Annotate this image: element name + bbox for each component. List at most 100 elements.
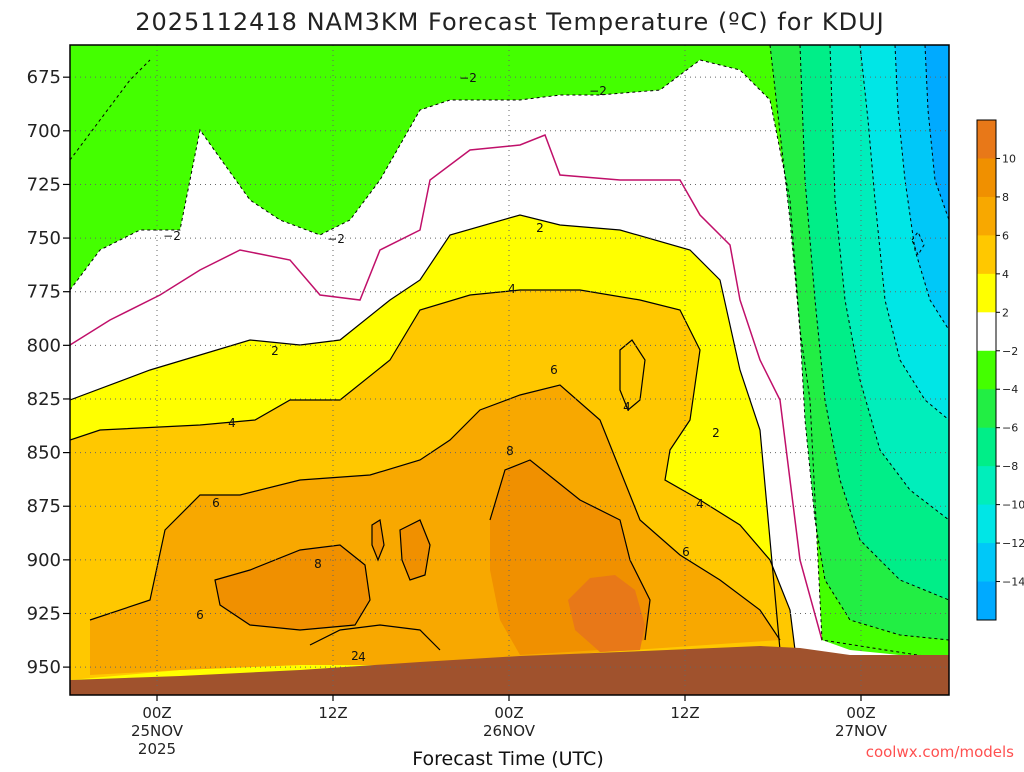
- contour-lines: [70, 214, 796, 651]
- contour-minus-8: [829, 45, 949, 521]
- y-tick-label: 750: [27, 228, 61, 249]
- colorbar-label: −8: [1002, 460, 1018, 473]
- contour-label: 6: [550, 363, 558, 377]
- x-tick-label: 00Z: [846, 704, 875, 722]
- colorbar-swatch: [977, 196, 996, 236]
- colorbar-label: −10: [1002, 499, 1024, 512]
- x-tick-label: 12Z: [318, 704, 347, 722]
- contour-label: 2: [271, 344, 279, 358]
- colorbar-swatch: [977, 543, 996, 583]
- colorbar-label: −14: [1002, 576, 1024, 589]
- x-tick-label: 00Z: [494, 704, 523, 722]
- y-tick-label: 825: [27, 389, 61, 410]
- colorbar-label: −2: [1002, 345, 1018, 358]
- contour-plus-4: [70, 289, 796, 651]
- contour-minus-14: [924, 45, 949, 221]
- colorbar-swatch: [977, 350, 996, 390]
- y-tick-label: 775: [27, 282, 61, 303]
- region-above-8-c: [400, 520, 430, 580]
- contour-plus-8-d: [371, 519, 385, 562]
- contour-minus-4: [769, 45, 949, 641]
- contour-label: 6: [196, 608, 204, 622]
- colorbar-frame: [976, 119, 997, 621]
- contour-label: −2: [163, 229, 181, 243]
- x-tick-date: 27NOV: [835, 722, 888, 740]
- region-near-zero-left: [70, 110, 800, 400]
- colorbar-label: 2: [1002, 306, 1009, 319]
- contour-label: 4: [508, 282, 516, 296]
- contour-plus-8-b: [489, 459, 651, 641]
- contour-label: 4: [696, 497, 704, 511]
- colorbar-swatch: [977, 235, 996, 275]
- contour-minus-12: [894, 45, 949, 331]
- x-axis-label: Forecast Time (UTC): [412, 748, 603, 768]
- y-tick-label: 725: [27, 174, 61, 195]
- colorbar-label: 10: [1002, 152, 1016, 165]
- region-above-8-a: [215, 545, 370, 630]
- contour-label: 4: [228, 416, 236, 430]
- contour-label: 4: [358, 650, 366, 664]
- x-tick-date: 25NOV: [131, 722, 184, 740]
- chart-title: 2025112418 NAM3KM Forecast Temperature (…: [135, 8, 885, 36]
- contour-minus-6: [799, 45, 949, 601]
- colorbar-swatch: [977, 466, 996, 506]
- contour-plus-6: [89, 384, 781, 641]
- y-tick-label: 850: [27, 443, 61, 464]
- contour-zero: [70, 134, 823, 641]
- contour-label: 2: [712, 426, 720, 440]
- contour-label: 2: [536, 221, 544, 235]
- y-tick-label: 925: [27, 603, 61, 624]
- colorbar-label: 8: [1002, 191, 1009, 204]
- x-tick-label: 12Z: [670, 704, 699, 722]
- y-tick-label: 700: [27, 121, 61, 142]
- grid: [70, 45, 949, 695]
- region-below-minus-14: [925, 45, 949, 220]
- colorbar: 10 8 6 4 2 −2 −4 −6 −8 −10 −12 −14: [976, 119, 1024, 621]
- region-above-9: [568, 575, 645, 652]
- y-axis: 675 700 725 750 775 800 825 850 875 900 925 950: [27, 67, 70, 678]
- y-tick-label: 900: [27, 550, 61, 571]
- colorbar-label: 4: [1002, 268, 1009, 281]
- contour-minus-2-a: [70, 59, 949, 661]
- contour-plus-4-pocket: [619, 339, 646, 411]
- contour-minus-4-upper: [70, 59, 151, 161]
- contour-plus-8-a: [214, 544, 371, 631]
- y-tick-label: 875: [27, 496, 61, 517]
- colorbar-swatch: [977, 581, 996, 621]
- x-tick-date: 26NOV: [483, 722, 536, 740]
- contour-minus-2-pocket: [911, 231, 925, 257]
- y-tick-label: 950: [27, 657, 61, 678]
- colorbar-label: −4: [1002, 383, 1018, 396]
- contour-plus-8-c: [399, 519, 431, 581]
- colorbar-label: −6: [1002, 422, 1018, 435]
- credit-text: coolwx.com/models: [866, 743, 1014, 761]
- contour-label: −2: [459, 71, 477, 85]
- contour-plus-4-lower: [309, 624, 441, 651]
- contour-label: −2: [589, 84, 607, 98]
- contour-label: 2: [351, 649, 359, 663]
- colorbar-swatch: [977, 389, 996, 429]
- region-near-zero-upper: [420, 60, 790, 200]
- colorbar-swatch: [977, 504, 996, 544]
- contour-label: 4: [623, 400, 631, 414]
- colorbar-swatch: [977, 427, 996, 467]
- y-tick-label: 675: [27, 67, 61, 88]
- x-tick-year: 2025: [138, 740, 176, 758]
- colorbar-swatch: [977, 158, 996, 198]
- region-minus-2-to-minus-4: [70, 45, 949, 660]
- contour-label: −2: [327, 232, 345, 246]
- contour-label: 8: [506, 444, 514, 458]
- dashed-contours: [70, 45, 949, 661]
- colorbar-label: −12: [1002, 537, 1024, 550]
- colorbar-label: 6: [1002, 229, 1009, 242]
- contour-label: 6: [682, 545, 690, 559]
- colorbar-swatch: [977, 120, 996, 159]
- colorbar-swatch: [977, 273, 996, 313]
- y-tick-label: 800: [27, 335, 61, 356]
- contour-label: 6: [212, 496, 220, 510]
- colorbar-swatch: [977, 312, 996, 352]
